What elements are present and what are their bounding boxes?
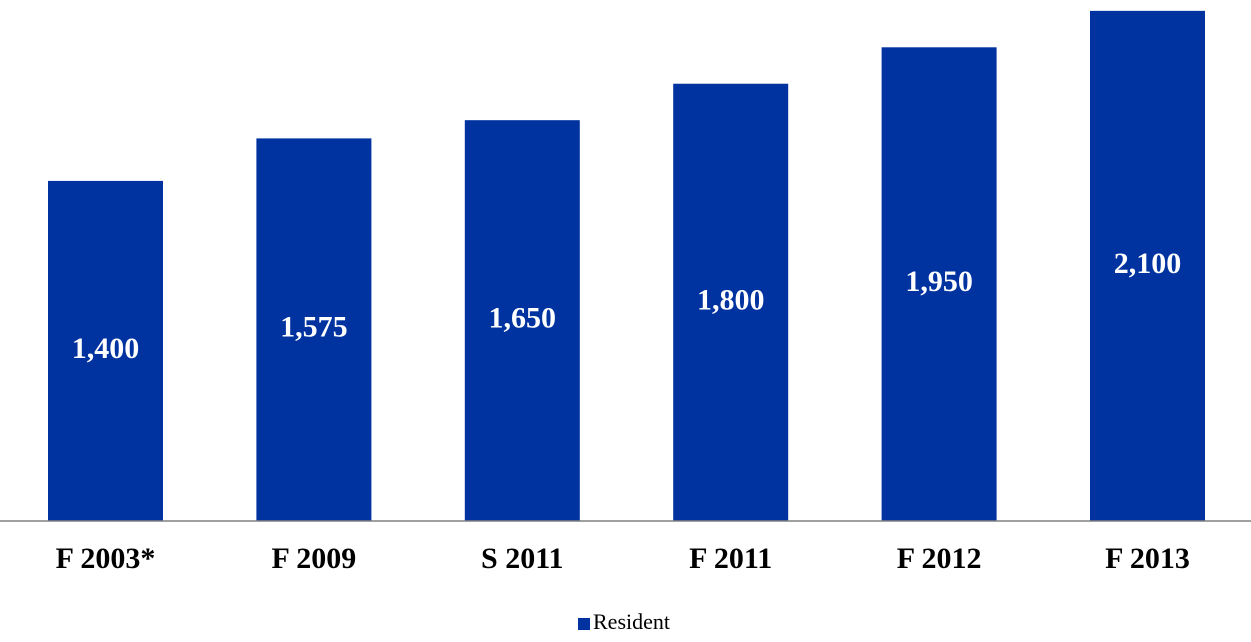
x-tick-label-f-2009: F 2009 bbox=[272, 542, 357, 575]
bars-group bbox=[48, 10, 1205, 522]
data-label-f-2013: 2,100 bbox=[1114, 247, 1182, 280]
bar-f-2003 bbox=[48, 180, 163, 522]
value-labels-group: 1,400 1,575 1,650 1,800 1,950 2,100 bbox=[72, 247, 1182, 365]
data-label-s-2011: 1,650 bbox=[489, 301, 557, 334]
x-tick-labels-group: F 2003* F 2009 S 2011 F 2011 F 2012 F 2013 bbox=[56, 542, 1190, 575]
x-tick-label-s-2011: S 2011 bbox=[481, 542, 564, 575]
data-label-f-2009: 1,575 bbox=[280, 311, 348, 344]
bar-f-2012 bbox=[881, 47, 997, 521]
bar-s-2011 bbox=[464, 120, 580, 521]
data-label-f-2012: 1,950 bbox=[905, 265, 973, 298]
data-label-f-2011: 1,800 bbox=[697, 283, 765, 316]
legend: Resident bbox=[578, 609, 670, 634]
legend-label-resident: Resident bbox=[593, 609, 670, 634]
bar-f-2013 bbox=[1090, 10, 1205, 522]
legend-swatch-resident bbox=[578, 618, 590, 630]
x-tick-label-f-2013: F 2013 bbox=[1105, 542, 1190, 575]
x-tick-label-f-2012: F 2012 bbox=[897, 542, 982, 575]
bar-f-2009 bbox=[256, 138, 372, 522]
bar-f-2011 bbox=[673, 83, 789, 522]
x-tick-label-f-2011: F 2011 bbox=[689, 542, 772, 575]
x-tick-label-f-2003: F 2003* bbox=[56, 542, 156, 575]
data-label-f-2003: 1,400 bbox=[72, 332, 140, 365]
